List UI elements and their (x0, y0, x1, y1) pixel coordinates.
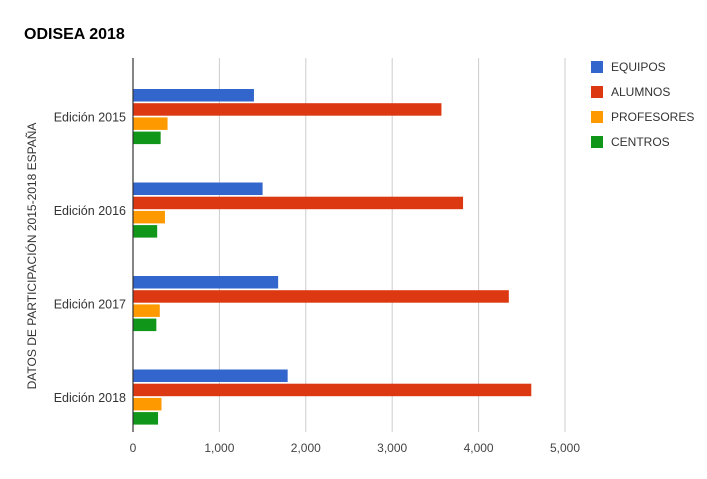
category-label: Edición 2015 (54, 110, 126, 124)
x-tick-label: 4,000 (464, 441, 494, 455)
x-tick-label: 2,000 (291, 441, 321, 455)
x-tick-label: 3,000 (377, 441, 407, 455)
bar-equipos-1 (133, 89, 254, 102)
bar-profesores-1 (133, 117, 168, 130)
x-tick-label: 1,000 (204, 441, 234, 455)
x-tick-label: 0 (130, 441, 137, 455)
bar-profesores-3 (133, 304, 160, 317)
x-tick-labels: 0 1,000 2,000 3,000 4,000 5,000 (130, 441, 581, 455)
bar-profesores-4 (133, 397, 162, 411)
legend-label: PROFESORES (611, 110, 694, 124)
legend-swatch (591, 86, 603, 98)
y-axis-label: DATOS DE PARTICIPACIÓN 2015-2018 ESPAÑA (24, 123, 39, 390)
x-tick-label: 5,000 (550, 441, 580, 455)
category-label: Edición 2018 (54, 391, 126, 405)
bar-centros-2 (133, 225, 158, 238)
legend-label: ALUMNOS (611, 85, 670, 99)
bar-alumnos-1 (133, 103, 442, 116)
bar-equipos-2 (133, 182, 263, 195)
bar-alumnos-3 (133, 290, 509, 303)
legend: EQUIPOS ALUMNOS PROFESORES CENTROS (591, 60, 694, 149)
bar-alumnos-4 (133, 383, 532, 397)
bar-centros-3 (133, 318, 157, 332)
legend-swatch (591, 111, 603, 123)
legend-swatch (591, 136, 603, 148)
category-label: Edición 2016 (54, 204, 126, 218)
bar-profesores-2 (133, 210, 165, 224)
legend-label: CENTROS (611, 135, 670, 149)
bar-equipos-3 (133, 276, 279, 289)
category-label: Edición 2017 (54, 297, 126, 311)
bar-equipos-4 (133, 369, 288, 382)
chart-title: ODISEA 2018 (24, 26, 125, 43)
legend-label: EQUIPOS (611, 60, 666, 74)
bar-centros-4 (133, 412, 159, 425)
bar-alumnos-2 (133, 196, 464, 210)
category-labels: Edición 2015 Edición 2016 Edición 2017 Edic… (54, 110, 126, 405)
legend-swatch (591, 61, 603, 73)
bar-centros-1 (133, 131, 161, 145)
bars (133, 89, 532, 425)
